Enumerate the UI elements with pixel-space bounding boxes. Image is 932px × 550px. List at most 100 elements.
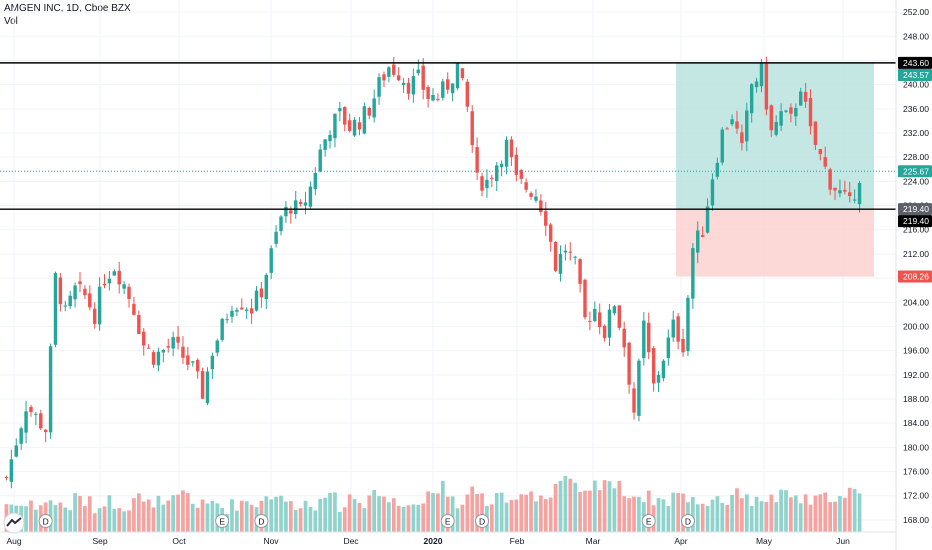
volume-bar (695, 504, 700, 532)
volume-bar (303, 500, 308, 532)
volume-bar (166, 500, 171, 532)
candle-body (808, 98, 813, 127)
volume-bar (681, 493, 685, 532)
candle-body (259, 288, 264, 298)
volume-bar (34, 509, 38, 532)
time-axis[interactable]: Aug Sep Oct Nov Dec 2020 Feb Mar Apr May Jun (0, 531, 896, 546)
candle-body (597, 312, 602, 327)
stop-zone (676, 209, 874, 277)
candle-body (485, 179, 489, 189)
volume-bar (759, 501, 764, 532)
volume-bar (808, 504, 813, 532)
candle-body (857, 182, 862, 205)
candle-body (794, 107, 798, 117)
time-tick-label: Jun (836, 536, 850, 546)
volume-bar (838, 496, 842, 532)
price-tag-label: 208.26 (903, 272, 929, 282)
volume-bar (362, 508, 367, 532)
candle-body (740, 132, 744, 144)
time-tick-label: Mar (586, 536, 601, 546)
volume-bar (391, 498, 396, 532)
tradingview-logo-icon (3, 512, 25, 534)
volume-bar (122, 511, 126, 532)
candle-body (534, 196, 538, 201)
candle-body (656, 374, 661, 383)
volume-bar (558, 480, 563, 532)
candle-body (779, 111, 783, 126)
volume-bar (646, 490, 651, 532)
volume-bar (107, 495, 112, 532)
volume-bar (793, 495, 798, 532)
volume-bar (68, 510, 73, 532)
candle-body (274, 231, 278, 244)
candle-body (205, 371, 210, 404)
candle-body (191, 361, 195, 363)
volume-bar (205, 503, 210, 532)
candle-body (254, 290, 259, 311)
volume-bar (146, 499, 151, 532)
volume-bar (333, 492, 337, 532)
volume-bar (847, 487, 852, 532)
candle-body (730, 119, 734, 125)
candle-body (833, 187, 837, 191)
candle-body (612, 306, 617, 314)
candle-body (284, 206, 288, 217)
volume-bar (78, 496, 82, 532)
candle-body (186, 355, 190, 365)
volume-bar (573, 482, 578, 532)
volume-bar (161, 504, 166, 532)
candle-body (4, 477, 9, 479)
volume-bar (284, 501, 288, 532)
volume-bar (627, 498, 631, 532)
candle-body (514, 154, 519, 175)
volume-bar (73, 493, 77, 532)
candle-body (848, 192, 852, 197)
price-tick-label: 224.00 (903, 176, 929, 186)
candle-body (151, 352, 156, 365)
volume-bar (700, 503, 705, 532)
candle-body (357, 122, 362, 130)
volume-bar (401, 506, 406, 532)
candle-body (142, 331, 146, 346)
price-tick-label: 236.00 (903, 104, 929, 114)
volume-bar (328, 492, 332, 532)
time-tick-label: Apr (674, 536, 687, 546)
candle-body (431, 94, 435, 101)
candle-body (828, 169, 832, 190)
candle-body (553, 241, 558, 271)
volume-bar (514, 499, 519, 532)
volume-bar (53, 505, 58, 532)
candle-body (347, 120, 352, 131)
event-marker-circle (38, 514, 53, 528)
candle-body (499, 163, 504, 168)
volume-bar (538, 495, 543, 532)
event-marker: E (215, 514, 230, 528)
volume-bar (298, 508, 303, 532)
volume-bar (357, 503, 362, 532)
price-tag-label: 243.60 (903, 58, 929, 68)
candle-body (63, 305, 68, 307)
price-tick-label: 168.00 (903, 515, 929, 525)
candle-body (122, 284, 126, 289)
candle-body (97, 286, 102, 325)
volume-bar (534, 501, 538, 532)
candle-body (666, 337, 671, 359)
candle-body (382, 74, 386, 81)
candle-body (9, 459, 14, 482)
candle-body (43, 429, 48, 433)
candle-body (112, 271, 117, 276)
candle-body (715, 162, 720, 177)
candle-body (647, 322, 651, 353)
volume-bar (798, 503, 803, 532)
volume-bar (489, 504, 494, 532)
volume-bar (720, 502, 725, 532)
candle-body (137, 315, 141, 335)
volume-bar (421, 503, 426, 532)
event-marker-circle (680, 514, 695, 528)
candle-body (524, 182, 528, 190)
price-tag: 225.67 (898, 165, 932, 178)
price-tag: 243.57 (898, 69, 932, 82)
candle-body (509, 139, 514, 158)
volume-bar (504, 502, 509, 532)
